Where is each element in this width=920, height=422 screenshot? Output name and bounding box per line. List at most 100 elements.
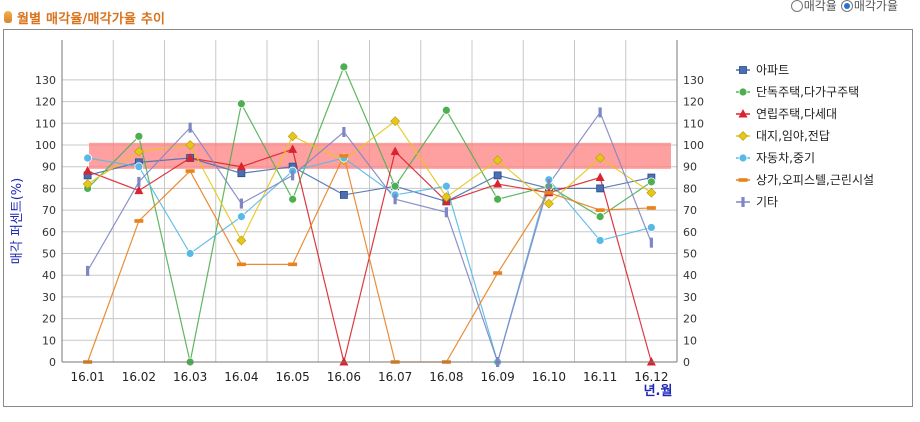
- y-tick-label-right: 100: [683, 139, 704, 152]
- radio-label-sale-price-rate: 매각가율: [853, 0, 898, 13]
- data-point-s5-11: [646, 206, 656, 210]
- y-tick-label-left: 0: [49, 356, 56, 369]
- y-tick-label-right: 110: [683, 117, 704, 130]
- data-point-s4-1: [134, 162, 144, 172]
- legend-label: 기타: [756, 195, 778, 209]
- legend-label: 아파트: [756, 63, 789, 77]
- series-line-1: [87, 65, 652, 363]
- x-tick-label: 16.06: [327, 370, 361, 384]
- data-point-s1-5: [339, 62, 349, 72]
- radio-option-sale-price-rate[interactable]: 매각가율: [840, 0, 898, 14]
- y-tick-label-right: 10: [683, 334, 697, 347]
- data-point-s2-0: [83, 166, 93, 175]
- x-tick-label: 16.11: [583, 370, 617, 384]
- data-point-s2-3: [236, 161, 246, 171]
- legend-marker-icon: [741, 197, 745, 207]
- data-point-s0-5: [339, 191, 348, 199]
- data-point-s0-10: [596, 184, 605, 193]
- x-tick-label: 16.03: [173, 370, 207, 384]
- x-tick-label: 16.01: [70, 370, 104, 384]
- y-tick-label-left: 120: [35, 96, 56, 109]
- chart-legend: 아파트단독주택,다가구주택연립주택,다세대대지,임야,전답자동차,중기상가,오피…: [736, 63, 874, 209]
- y-tick-label-left: 70: [42, 204, 56, 217]
- legend-item-6[interactable]: 기타: [736, 195, 778, 209]
- legend-item-0[interactable]: 아파트: [736, 63, 789, 77]
- y-tick-label-left: 80: [42, 182, 56, 195]
- legend-item-3[interactable]: 대지,임야,전답: [736, 129, 830, 143]
- data-point-s3-8: [492, 155, 503, 166]
- data-point-s2-10: [595, 172, 605, 182]
- radio-circle-icon[interactable]: [790, 0, 803, 12]
- data-point-s0-3: [237, 169, 246, 178]
- data-point-s5-2: [185, 169, 195, 173]
- legend-label: 대지,임야,전답: [756, 129, 830, 143]
- chart-frame: [3, 29, 913, 407]
- title-bullet-icon: [4, 11, 12, 23]
- data-point-s2-11: [646, 357, 656, 366]
- radio-option-sale-rate[interactable]: 매각율: [790, 0, 837, 14]
- data-point-s5-8: [493, 271, 503, 275]
- data-point-s3-9: [543, 198, 554, 209]
- legend-item-1[interactable]: 단독주택,다가구주택: [736, 85, 859, 99]
- data-point-s4-0: [83, 153, 93, 163]
- y-tick-label-right: 60: [683, 226, 697, 239]
- x-tick-label: 16.10: [532, 370, 566, 384]
- series-line-6: [87, 111, 652, 364]
- axis-ticks: 0 0 10 10 20 20 30 30 40 40 50 50 60 60 70 70 80 80 90 90 10…: [35, 74, 704, 384]
- data-point-s6-5: [342, 126, 346, 137]
- data-point-s2-5: [339, 357, 349, 366]
- data-point-s6-0: [86, 265, 90, 276]
- data-point-s1-10: [595, 212, 605, 222]
- data-point-s2-6: [390, 146, 400, 156]
- data-point-s6-6: [393, 194, 397, 205]
- data-point-s4-11: [646, 223, 656, 232]
- data-point-s5-3: [236, 262, 246, 267]
- radio-label-sale-rate: 매각율: [803, 0, 837, 13]
- data-point-s4-10: [595, 236, 605, 245]
- series-line-0: [87, 157, 652, 203]
- x-tick-label: 16.02: [122, 370, 156, 384]
- y-tick-label-left: 20: [42, 313, 56, 326]
- page-title: 월별 매각율/매각가율 추이: [17, 11, 166, 27]
- y-tick-label-left: 90: [42, 161, 56, 174]
- legend-item-4[interactable]: 자동차,중기: [736, 151, 815, 165]
- data-point-s3-3: [236, 235, 247, 246]
- data-point-s6-11: [649, 237, 653, 248]
- data-point-s2-4: [288, 144, 298, 153]
- y-tick-label-left: 30: [42, 291, 56, 304]
- data-point-s1-11: [646, 177, 656, 187]
- chart-axes: [61, 40, 678, 363]
- legend-marker-icon: [738, 87, 748, 97]
- x-tick-label: 16.05: [275, 370, 309, 384]
- data-point-s1-3: [236, 99, 246, 109]
- data-point-s3-1: [133, 146, 144, 157]
- data-point-s1-1: [134, 131, 144, 141]
- legend-item-5[interactable]: 상가,오피스텔,근린시설: [736, 173, 874, 187]
- data-point-s5-4: [288, 262, 298, 267]
- radio-circle-checked-icon[interactable]: [840, 0, 853, 12]
- x-tick-label: 16.12: [634, 370, 668, 384]
- chart-title-bar: 월별 매각율/매각가율 추이: [4, 7, 165, 27]
- legend-marker-icon: [738, 109, 748, 118]
- legend-marker-icon: [738, 153, 748, 163]
- legend-marker-icon: [739, 66, 747, 74]
- data-point-s6-10: [598, 107, 602, 118]
- chart-grid: [61, 40, 678, 363]
- legend-label: 단독주택,다가구주택: [756, 85, 859, 99]
- series-markers: [82, 62, 657, 367]
- x-tick-label: 16.07: [378, 370, 412, 384]
- y-tick-label-right: 0: [683, 356, 690, 369]
- data-point-s4-7: [441, 181, 451, 191]
- legend-marker-icon: [738, 131, 748, 141]
- data-point-s6-2: [188, 122, 192, 133]
- legend-item-2[interactable]: 연립주택,다세대: [736, 107, 837, 121]
- legend-marker-icon: [738, 178, 748, 182]
- series-line-5: [87, 154, 652, 363]
- data-point-s2-2: [185, 153, 195, 162]
- data-point-s6-3: [239, 198, 243, 209]
- data-point-s1-7: [441, 105, 451, 115]
- data-point-s5-5: [339, 154, 349, 158]
- data-point-s3-7: [441, 192, 452, 203]
- data-point-s3-11: [646, 187, 657, 198]
